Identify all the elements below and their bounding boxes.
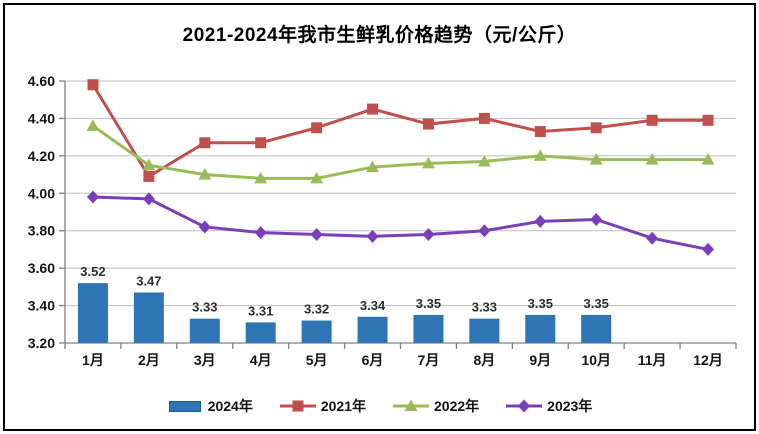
legend-swatch-marker bbox=[518, 399, 531, 413]
x-axis-category-label: 12月 bbox=[693, 352, 723, 368]
marker-2023年 bbox=[590, 212, 603, 226]
marker-2023年 bbox=[198, 220, 211, 234]
marker-2021年 bbox=[367, 103, 379, 115]
marker-2023年 bbox=[86, 190, 99, 204]
marker-2023年 bbox=[478, 224, 491, 238]
y-axis-tick-label: 3.80 bbox=[28, 223, 55, 239]
marker-2022年 bbox=[589, 153, 603, 165]
bar-2024年 bbox=[581, 314, 612, 343]
legend-swatch-rect bbox=[168, 401, 201, 412]
chart-title: 2021-2024年我市生鲜乳价格趋势（元/公斤） bbox=[182, 25, 577, 46]
line-2021年 bbox=[91, 83, 709, 179]
marker-2023年 bbox=[142, 192, 155, 206]
bar-2024年 bbox=[133, 292, 164, 343]
marker-2023年 bbox=[534, 214, 547, 228]
x-axis-category-label: 6月 bbox=[362, 352, 384, 368]
legend-item-2022年: 2022年 bbox=[393, 396, 479, 416]
bar-2024年 bbox=[301, 320, 332, 343]
marker-2023年 bbox=[310, 227, 323, 241]
x-axis-category-label: 4月 bbox=[250, 352, 272, 368]
bar-value-label: 3.33 bbox=[192, 300, 217, 315]
y-axis-tick-label: 4.40 bbox=[28, 110, 55, 126]
bar-2024年 bbox=[245, 322, 276, 343]
x-axis-category-label: 9月 bbox=[529, 352, 551, 368]
x-axis-category-label: 10月 bbox=[581, 352, 611, 368]
marker-2021年 bbox=[311, 122, 323, 134]
marker-2022年 bbox=[86, 119, 100, 131]
marker-2023年 bbox=[254, 226, 267, 240]
marker-2023年 bbox=[422, 227, 435, 241]
y-axis-tick-label: 4.60 bbox=[28, 73, 55, 89]
legend-bar-swatch bbox=[168, 401, 201, 412]
marker-2023年 bbox=[702, 242, 715, 256]
x-axis-category-label: 3月 bbox=[194, 352, 216, 368]
marker-2022年 bbox=[310, 171, 324, 184]
bar-value-label: 3.52 bbox=[80, 264, 105, 279]
y-axis-tick-label: 3.20 bbox=[28, 335, 55, 351]
bar-2024年 bbox=[77, 283, 108, 343]
legend-swatch-marker bbox=[292, 400, 304, 412]
legend-label: 2023年 bbox=[547, 398, 593, 414]
bar-2024年 bbox=[469, 318, 500, 343]
marker-2021年 bbox=[255, 137, 267, 149]
marker-2021年 bbox=[646, 114, 658, 126]
marker-2021年 bbox=[143, 170, 155, 182]
marker-2022年 bbox=[533, 149, 547, 161]
chart-legend: 2024年 2021年 2022年 2023年 bbox=[0, 396, 759, 416]
marker-2023年 bbox=[646, 231, 659, 245]
bar-2024年 bbox=[525, 314, 556, 343]
line-2022年 bbox=[92, 124, 709, 180]
marker-2022年 bbox=[421, 156, 435, 169]
legend-label: 2022年 bbox=[434, 398, 480, 414]
y-axis-tick-label: 3.60 bbox=[28, 260, 55, 276]
marker-2022年 bbox=[701, 153, 715, 165]
bar-2024年 bbox=[189, 318, 220, 343]
bar-value-label: 3.33 bbox=[472, 300, 497, 315]
bar-value-label: 3.31 bbox=[248, 303, 273, 318]
bar-value-label: 3.35 bbox=[584, 296, 609, 311]
y-axis-tick-label: 4.20 bbox=[28, 148, 55, 164]
legend-line-swatch bbox=[506, 399, 543, 413]
marker-2022年 bbox=[645, 153, 659, 165]
marker-2021年 bbox=[478, 112, 490, 124]
marker-2021年 bbox=[422, 118, 434, 130]
chart-plot-area: 4.60 4.40 4.20 4.00 3.80 3.60 3.40 3.20 1月 2月 3月 4月… bbox=[28, 73, 737, 368]
x-axis-category-label: 11月 bbox=[638, 352, 667, 368]
bar-2024年 bbox=[357, 316, 388, 343]
marker-2021年 bbox=[534, 126, 546, 138]
bar-value-label: 3.35 bbox=[416, 296, 441, 311]
y-axis-tick-label: 4.00 bbox=[28, 185, 55, 201]
bar-value-label: 3.34 bbox=[360, 298, 386, 313]
bar-value-label: 3.47 bbox=[136, 273, 161, 288]
legend-line-swatch bbox=[393, 399, 429, 411]
bar-value-label: 3.32 bbox=[304, 302, 329, 317]
marker-2022年 bbox=[254, 171, 268, 184]
marker-2022年 bbox=[477, 154, 491, 167]
legend-swatch-marker bbox=[404, 399, 418, 411]
marker-2021年 bbox=[702, 114, 714, 126]
legend-label: 2021年 bbox=[320, 398, 366, 414]
marker-2022年 bbox=[366, 160, 380, 173]
legend-item-2021年: 2021年 bbox=[279, 396, 366, 416]
marker-2022年 bbox=[198, 168, 212, 180]
line-2023年 bbox=[92, 195, 709, 251]
marker-2021年 bbox=[590, 122, 602, 134]
legend-item-2023年: 2023年 bbox=[506, 396, 592, 416]
legend-item-2024年: 2024年 bbox=[167, 396, 253, 416]
legend-line-swatch bbox=[279, 400, 316, 412]
y-axis-tick-label: 3.40 bbox=[28, 298, 55, 314]
marker-2022年 bbox=[142, 158, 156, 171]
bar-value-label: 3.35 bbox=[528, 296, 553, 311]
marker-2023年 bbox=[366, 229, 379, 243]
x-axis-category-label: 5月 bbox=[306, 352, 328, 368]
marker-2021年 bbox=[87, 79, 99, 91]
x-axis-category-label: 1月 bbox=[82, 352, 104, 368]
marker-2021年 bbox=[199, 137, 211, 149]
legend-label: 2024年 bbox=[207, 398, 253, 414]
x-axis-category-label: 8月 bbox=[473, 352, 495, 368]
bar-2024年 bbox=[413, 314, 444, 343]
x-axis-category-label: 7月 bbox=[418, 352, 440, 368]
x-axis-category-label: 2月 bbox=[138, 352, 160, 368]
